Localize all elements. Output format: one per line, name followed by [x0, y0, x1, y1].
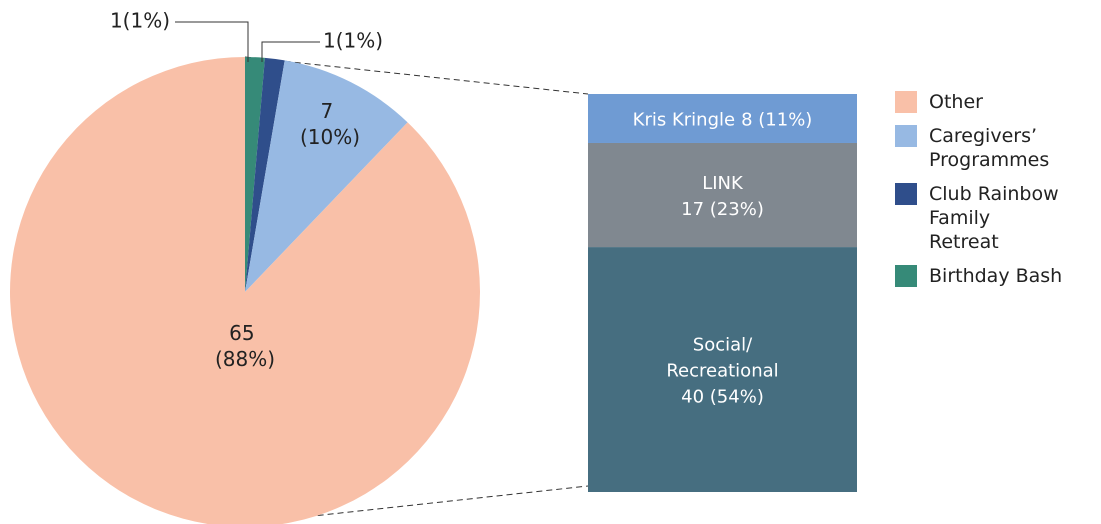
legend-label: Caregivers’ Programmes	[929, 125, 1050, 171]
legend-label: Other	[929, 91, 983, 113]
legend-label: Birthday Bash	[929, 265, 1063, 287]
legend-swatch	[895, 183, 917, 205]
category-name: Social/Recreational	[666, 335, 778, 382]
segment-label: Kris Kringle 8 (11%)	[633, 109, 813, 130]
category-name: LINK	[702, 173, 744, 194]
pie-slice	[245, 60, 408, 292]
legend-swatch	[895, 91, 917, 113]
leader-line	[175, 21, 249, 62]
bar-segment	[588, 142, 857, 248]
legend-swatch	[895, 125, 917, 147]
legend-item: Club Rainbow Family Retreat	[895, 182, 1101, 254]
connector	[244, 56, 589, 95]
legend-label: Club Rainbow Family Retreat	[929, 183, 1059, 253]
legend-item: Other	[895, 90, 1101, 114]
bar-segment	[588, 94, 857, 143]
slice-label: 1(1%)	[323, 29, 383, 53]
slice-label: 7 (10%)	[300, 99, 360, 149]
category-name: Kris Kringle	[633, 109, 735, 130]
pie-slice	[245, 57, 265, 292]
legend-swatch	[895, 265, 917, 287]
value-label: 40 (54%)	[681, 387, 764, 408]
leader-line	[261, 41, 320, 62]
pie-slice	[10, 57, 480, 524]
legend: Other Caregivers’ Programmes Club Rainbow …	[895, 90, 1101, 298]
slice-label: 65 (88%)	[215, 321, 275, 371]
slice-label: 1(1%)	[110, 9, 170, 33]
bar-segment	[588, 247, 857, 492]
value-label: 8 (11%)	[741, 109, 812, 130]
pie-slice	[245, 57, 285, 293]
value-label: 17 (23%)	[681, 199, 764, 220]
legend-item: Birthday Bash	[895, 264, 1101, 288]
legend-item: Caregivers’ Programmes	[895, 124, 1101, 172]
